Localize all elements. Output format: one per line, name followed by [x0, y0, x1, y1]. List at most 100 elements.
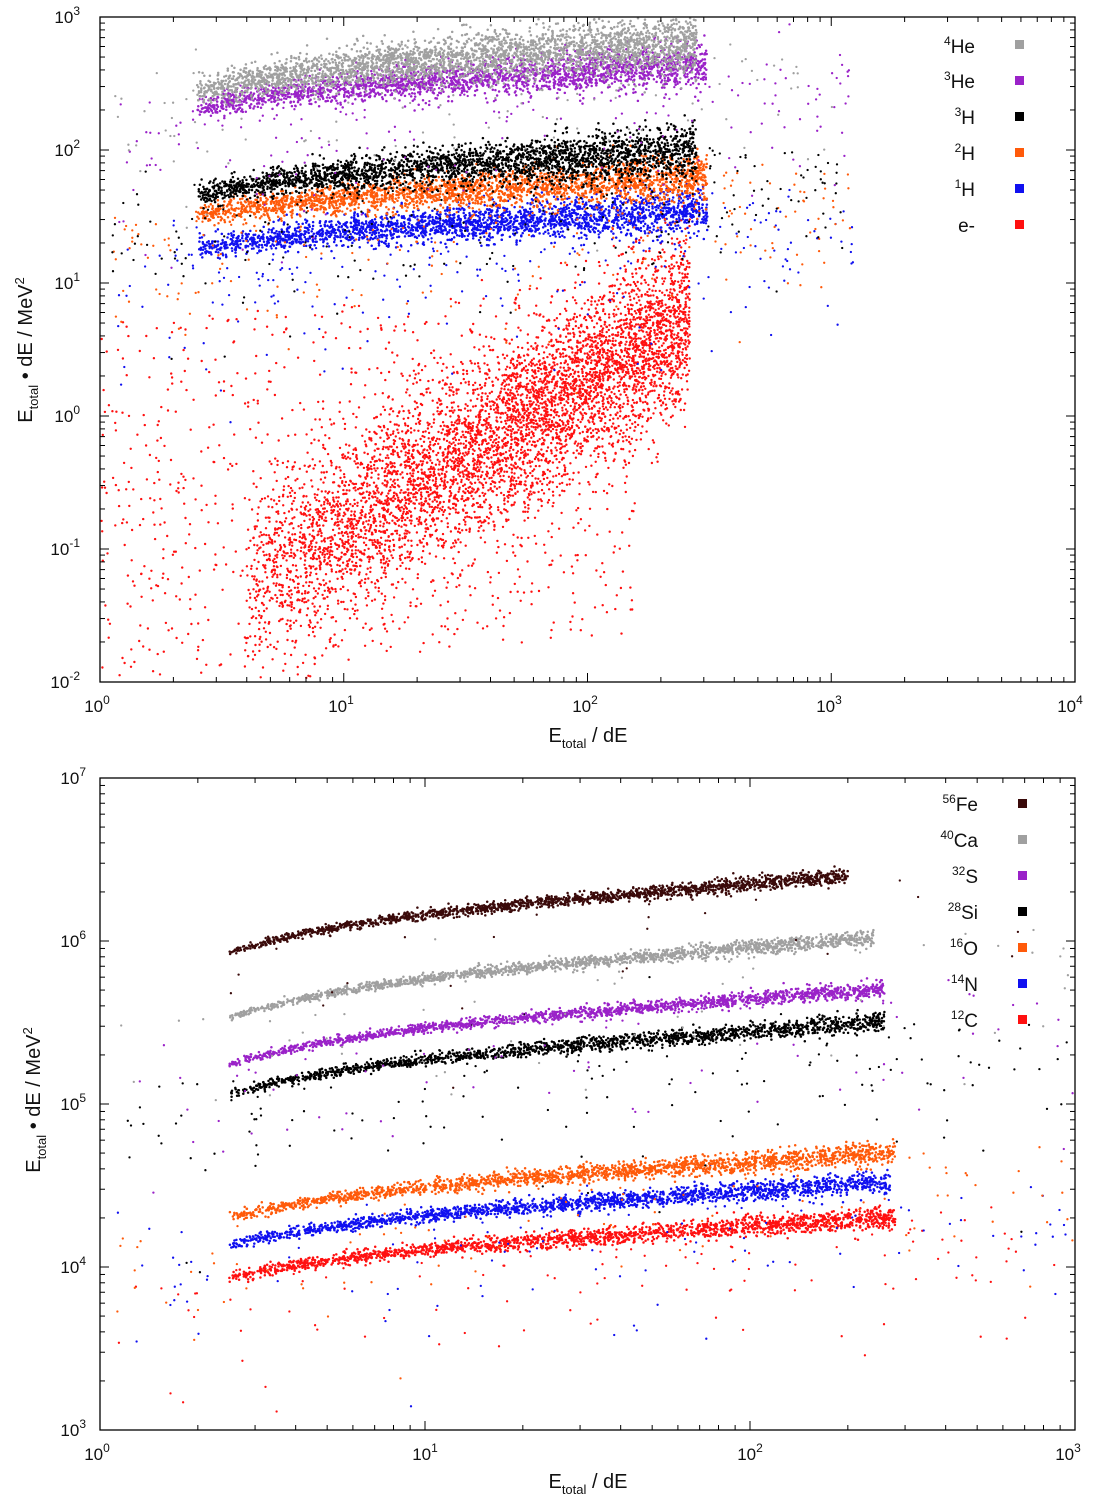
data-point	[549, 470, 551, 472]
data-point	[495, 426, 497, 428]
data-point	[616, 364, 618, 366]
data-point	[496, 416, 498, 418]
data-point	[539, 438, 541, 440]
data-point	[324, 477, 326, 479]
data-point	[489, 349, 491, 351]
data-point	[670, 277, 672, 279]
data-point	[644, 279, 646, 281]
data-point	[388, 395, 390, 397]
data-point	[640, 237, 642, 239]
data-point	[330, 464, 332, 466]
data-point	[648, 314, 650, 316]
data-point	[682, 348, 684, 350]
data-point	[603, 490, 605, 492]
data-point	[622, 292, 624, 294]
data-point	[388, 341, 390, 343]
data-point	[324, 613, 326, 615]
data-point	[586, 378, 588, 380]
data-point	[374, 586, 376, 588]
data-point	[283, 485, 285, 487]
data-point	[653, 285, 655, 287]
data-point	[182, 487, 184, 489]
data-point	[489, 467, 491, 469]
data-point	[517, 491, 519, 493]
data-point	[387, 492, 389, 494]
data-point	[342, 586, 344, 588]
data-point	[185, 389, 187, 391]
data-point	[502, 625, 504, 627]
data-point	[416, 598, 418, 600]
data-point	[531, 369, 533, 371]
data-point	[653, 401, 655, 403]
data-point	[515, 452, 517, 454]
data-point	[356, 609, 358, 611]
data-point	[613, 245, 615, 247]
data-point	[606, 264, 608, 266]
data-point	[337, 645, 339, 647]
data-point	[684, 402, 686, 404]
data-point	[376, 416, 378, 418]
data-point	[275, 582, 277, 584]
data-point	[642, 347, 644, 349]
data-point	[575, 509, 577, 511]
data-point	[619, 410, 621, 412]
data-point	[498, 572, 500, 574]
data-point	[526, 404, 528, 406]
data-point	[300, 524, 302, 526]
data-point	[647, 375, 649, 377]
data-point	[628, 436, 630, 438]
data-point	[528, 314, 530, 316]
data-point	[446, 481, 448, 483]
data-point	[510, 443, 512, 445]
data-point	[340, 322, 342, 324]
data-point	[550, 333, 552, 335]
data-point	[405, 391, 407, 393]
data-point	[560, 447, 562, 449]
data-point	[687, 314, 689, 316]
data-point	[591, 320, 593, 322]
data-point	[433, 422, 435, 424]
data-point	[422, 460, 424, 462]
data-point	[497, 597, 499, 599]
data-point	[314, 546, 316, 548]
data-point	[213, 568, 215, 570]
data-point	[503, 471, 505, 473]
data-point	[115, 429, 117, 431]
data-point	[445, 471, 447, 473]
data-point	[477, 394, 479, 396]
data-point	[567, 369, 569, 371]
data-point	[544, 394, 546, 396]
data-point	[619, 548, 621, 550]
data-point	[254, 644, 256, 646]
data-point	[508, 403, 510, 405]
data-point	[634, 375, 636, 377]
data-point	[426, 449, 428, 451]
data-point	[447, 522, 449, 524]
data-point	[462, 434, 464, 436]
data-point	[402, 477, 404, 479]
data-point	[414, 377, 416, 379]
data-point	[653, 441, 655, 443]
data-point	[352, 608, 354, 610]
data-point	[388, 549, 390, 551]
data-point	[197, 622, 199, 624]
data-point	[188, 533, 190, 535]
data-point	[392, 410, 394, 412]
data-point	[143, 414, 145, 416]
data-point	[460, 479, 462, 481]
data-point	[247, 405, 249, 407]
data-point	[498, 362, 500, 364]
data-point	[526, 394, 528, 396]
data-point	[477, 362, 479, 364]
data-point	[601, 417, 603, 419]
data-point	[356, 617, 358, 619]
data-point	[200, 485, 202, 487]
data-point	[503, 480, 505, 482]
data-point	[257, 519, 259, 521]
data-point	[448, 645, 450, 647]
data-point	[374, 496, 376, 498]
data-point	[454, 562, 456, 564]
data-point	[672, 267, 674, 269]
data-point	[429, 441, 431, 443]
data-point	[476, 388, 478, 390]
